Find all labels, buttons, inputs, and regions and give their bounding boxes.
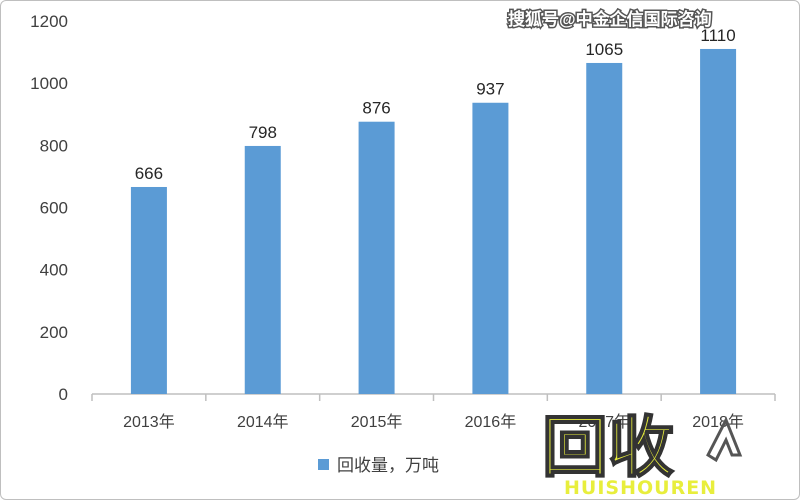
watermark-label: 搜狐号@中金企信国际咨询 [508, 9, 712, 29]
bars [130, 48, 737, 395]
data-label: 1110 [700, 26, 735, 45]
bar-2013年 [130, 186, 167, 394]
x-tick-label: 2016年 [465, 413, 517, 431]
bar-2015年 [358, 121, 395, 395]
logo-mark-icon [706, 416, 743, 463]
legend-label: 回收量，万吨 [337, 456, 439, 475]
y-tick-label: 200 [40, 323, 68, 342]
y-tick-label: 400 [40, 261, 68, 280]
data-label: 937 [476, 80, 504, 99]
bar-2014年 [244, 145, 281, 394]
data-label: 666 [135, 164, 163, 183]
y-tick-label: 1200 [30, 12, 68, 31]
bar-2016年 [472, 102, 509, 394]
y-tick-label: 800 [40, 136, 68, 155]
y-tick-label: 1000 [30, 74, 68, 93]
x-tick-label: 2015年 [351, 413, 403, 431]
x-axis: 2013年 2014年 2015年 2016年 2017年 2018年 [123, 413, 744, 431]
bar-2017年 [586, 62, 623, 395]
data-label: 876 [362, 99, 390, 118]
x-tick-label: 2014年 [237, 413, 289, 431]
y-tick-label: 0 [59, 385, 68, 404]
legend-swatch [318, 459, 329, 470]
data-label: 1065 [585, 40, 623, 59]
data-labels: 666 798 876 937 1065 1110 [135, 26, 736, 183]
watermark-text: 搜狐号@中金企信国际咨询 搜狐号@中金企信国际咨询 [507, 8, 714, 31]
x-tick-label: 2013年 [123, 413, 175, 431]
logo-text: 回收 [542, 409, 674, 486]
data-label: 798 [249, 123, 277, 142]
x-tick-label: 2018年 [692, 413, 744, 431]
y-axis: 0 200 400 600 800 1000 1200 [30, 12, 68, 404]
logo-subtext: HUISHOUREN [564, 477, 717, 499]
x-tick-label: 2017年 [578, 413, 630, 431]
svg-text:搜狐号@中金企信国际咨询: 搜狐号@中金企信国际咨询 [508, 9, 712, 29]
bar-2018年 [700, 48, 737, 394]
watermark-logo: 回收 HUISHOUREN [541, 408, 743, 499]
x-axis-ticks [91, 394, 776, 401]
y-tick-label: 600 [40, 199, 68, 218]
legend: 回收量，万吨 [318, 456, 439, 475]
